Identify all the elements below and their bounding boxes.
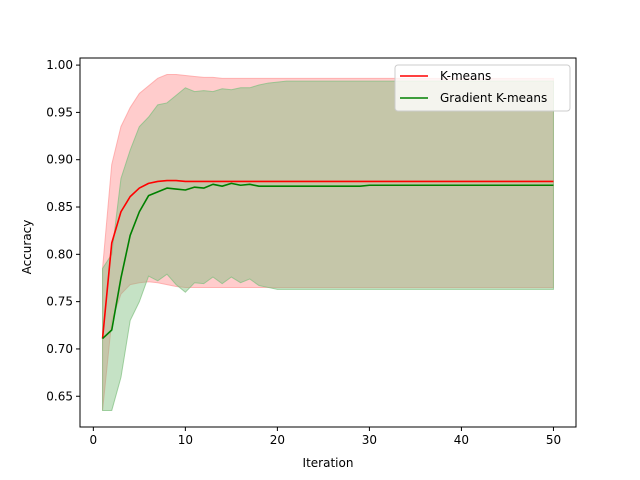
line-series-1: [102, 182, 554, 340]
x-tick-label: 50: [546, 433, 561, 447]
x-tick-label: 40: [454, 433, 469, 447]
legend-box: [394, 64, 571, 112]
x-tick-label: 30: [362, 433, 377, 447]
y-axis-ticks: 0.65 0.70 0.75 0.80 0.85 0.90 0.95 1.00: [46, 58, 80, 403]
x-axis-label: Iteration: [303, 456, 354, 470]
y-tick-label: 0.90: [46, 153, 73, 167]
x-tick-label: 10: [178, 433, 193, 447]
y-tick-label: 0.70: [46, 342, 73, 356]
band-series-1: [102, 80, 554, 411]
x-tick-label: 20: [270, 433, 285, 447]
legend: K-means Gradient K-means: [394, 64, 571, 112]
y-axis-label: Accuracy: [20, 220, 34, 275]
y-tick-label: 1.00: [46, 58, 73, 72]
legend-label-0: K-means: [440, 69, 491, 83]
legend-label-1: Gradient K-means: [440, 91, 547, 105]
series-lines: [101, 179, 554, 340]
x-tick-label: 0: [90, 433, 98, 447]
plot-frame: [79, 57, 577, 428]
y-tick-label: 0.80: [46, 247, 73, 261]
confidence-bands: [102, 74, 554, 411]
y-tick-label: 0.95: [46, 105, 73, 119]
y-tick-label: 0.75: [46, 295, 73, 309]
x-axis-ticks: 0 10 20 30 40 50: [90, 427, 561, 447]
y-tick-label: 0.65: [46, 389, 73, 403]
line-series-0: [101, 179, 554, 339]
axes-frame: [79, 57, 577, 428]
y-tick-label: 0.85: [46, 200, 73, 214]
